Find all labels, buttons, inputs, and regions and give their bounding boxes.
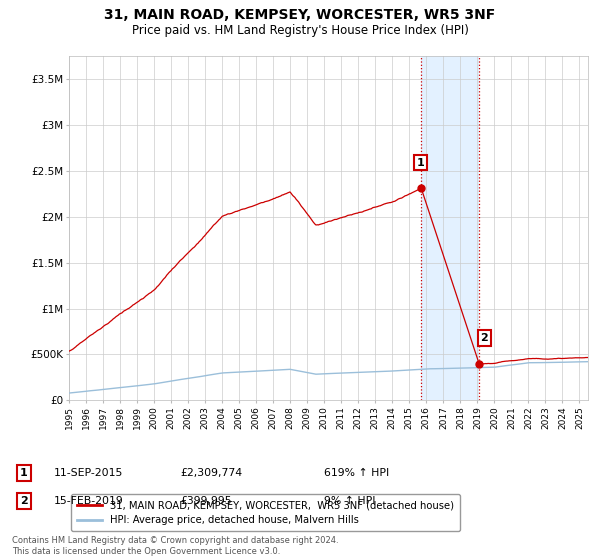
Text: 11-SEP-2015: 11-SEP-2015: [54, 468, 124, 478]
Text: 9% ↑ HPI: 9% ↑ HPI: [324, 496, 376, 506]
Text: 31, MAIN ROAD, KEMPSEY, WORCESTER, WR5 3NF: 31, MAIN ROAD, KEMPSEY, WORCESTER, WR5 3…: [104, 8, 496, 22]
Text: 2: 2: [20, 496, 28, 506]
Text: 15-FEB-2019: 15-FEB-2019: [54, 496, 124, 506]
Text: 2: 2: [481, 333, 488, 343]
Text: £2,309,774: £2,309,774: [180, 468, 242, 478]
Text: Contains HM Land Registry data © Crown copyright and database right 2024.
This d: Contains HM Land Registry data © Crown c…: [12, 536, 338, 556]
Text: Price paid vs. HM Land Registry's House Price Index (HPI): Price paid vs. HM Land Registry's House …: [131, 24, 469, 36]
Text: 619% ↑ HPI: 619% ↑ HPI: [324, 468, 389, 478]
Text: 1: 1: [416, 157, 424, 167]
Text: 1: 1: [20, 468, 28, 478]
Text: £399,995: £399,995: [180, 496, 232, 506]
Legend: 31, MAIN ROAD, KEMPSEY, WORCESTER,  WR5 3NF (detached house), HPI: Average price: 31, MAIN ROAD, KEMPSEY, WORCESTER, WR5 3…: [71, 494, 460, 531]
Bar: [421, 56, 479, 400]
